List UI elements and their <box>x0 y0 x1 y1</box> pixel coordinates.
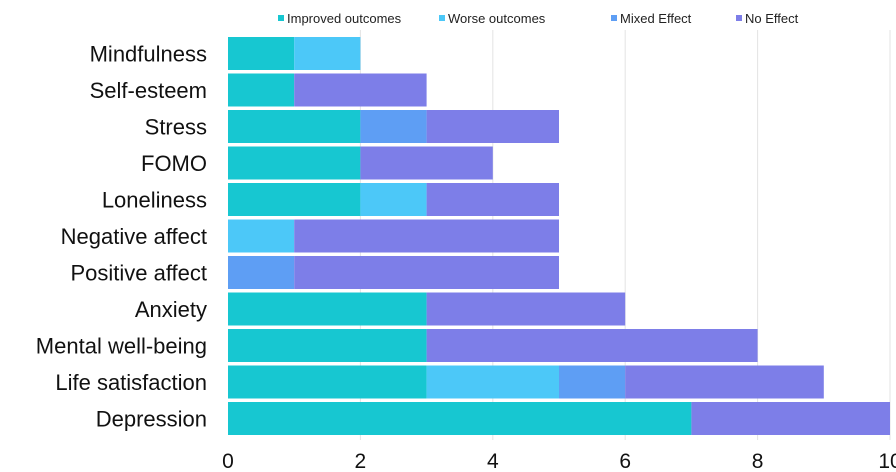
x-tick-label-8: 8 <box>752 450 764 472</box>
bar-mindfulness-worse-outcomes <box>294 37 361 70</box>
bar-anxiety-no-effect <box>426 292 626 326</box>
bar-positive-affect-no-effect <box>294 256 559 289</box>
category-label-life-satisfaction: Life satisfaction <box>55 370 207 395</box>
legend-swatch-no-effect <box>736 15 742 21</box>
bar-fomo-improved-outcomes <box>228 146 361 180</box>
legend-swatch-improved-outcomes <box>278 15 284 21</box>
bars <box>228 37 890 435</box>
bar-stress-mixed-effect <box>360 110 427 143</box>
category-label-anxiety: Anxiety <box>135 297 207 322</box>
category-label-positive-affect: Positive affect <box>70 261 207 286</box>
x-tick-label-0: 0 <box>222 450 234 472</box>
bar-life-satisfaction-mixed-effect <box>559 365 626 399</box>
x-tick-label-10: 10 <box>878 450 896 472</box>
bar-loneliness-no-effect <box>426 183 559 216</box>
legend-label-no-effect: No Effect <box>745 11 799 26</box>
category-label-loneliness: Loneliness <box>102 188 207 213</box>
legend-item-no-effect: No Effect <box>736 11 799 26</box>
bar-life-satisfaction-no-effect <box>625 365 824 399</box>
bar-mental-well-being-no-effect <box>426 329 758 362</box>
bar-loneliness-worse-outcomes <box>360 183 427 216</box>
bar-self-esteem-no-effect <box>294 73 427 107</box>
legend-item-worse-outcomes: Worse outcomes <box>439 11 546 26</box>
legend-label-improved-outcomes: Improved outcomes <box>287 11 402 26</box>
bar-mindfulness-improved-outcomes <box>228 37 295 70</box>
bar-depression-no-effect <box>691 402 890 435</box>
category-label-depression: Depression <box>96 407 207 432</box>
category-label-stress: Stress <box>145 115 207 140</box>
x-axis-ticks: 0 2 4 6 8 10 <box>222 450 896 472</box>
bar-positive-affect-mixed-effect <box>228 256 295 289</box>
legend-item-improved-outcomes: Improved outcomes <box>278 11 402 26</box>
bar-negative-affect-no-effect <box>294 219 559 253</box>
category-label-self-esteem: Self-esteem <box>90 78 207 103</box>
category-label-mindfulness: Mindfulness <box>90 42 207 67</box>
legend: Improved outcomes Worse outcomes Mixed Eff… <box>278 11 799 26</box>
bar-anxiety-improved-outcomes <box>228 292 427 326</box>
category-label-negative-affect: Negative affect <box>61 224 207 249</box>
legend-swatch-worse-outcomes <box>439 15 445 21</box>
bar-stress-no-effect <box>426 110 559 143</box>
legend-label-mixed-effect: Mixed Effect <box>620 11 692 26</box>
category-label-mental-well-being: Mental well-being <box>36 334 207 359</box>
legend-swatch-mixed-effect <box>611 15 617 21</box>
bar-loneliness-improved-outcomes <box>228 183 361 216</box>
x-tick-label-2: 2 <box>355 450 367 472</box>
bar-stress-improved-outcomes <box>228 110 361 143</box>
legend-label-worse-outcomes: Worse outcomes <box>448 11 546 26</box>
bar-negative-affect-worse-outcomes <box>228 219 295 253</box>
x-tick-label-4: 4 <box>487 450 499 472</box>
bar-fomo-no-effect <box>360 146 493 180</box>
bar-mental-well-being-improved-outcomes <box>228 329 427 362</box>
bar-depression-improved-outcomes <box>228 402 692 435</box>
category-label-fomo: FOMO <box>141 151 207 176</box>
bar-life-satisfaction-worse-outcomes <box>426 365 559 399</box>
category-labels: Mindfulness Self-esteem Stress FOMO Loneline… <box>36 42 207 432</box>
legend-item-mixed-effect: Mixed Effect <box>611 11 692 26</box>
bar-life-satisfaction-improved-outcomes <box>228 365 427 399</box>
bar-self-esteem-improved-outcomes <box>228 73 295 107</box>
x-tick-label-6: 6 <box>619 450 631 472</box>
